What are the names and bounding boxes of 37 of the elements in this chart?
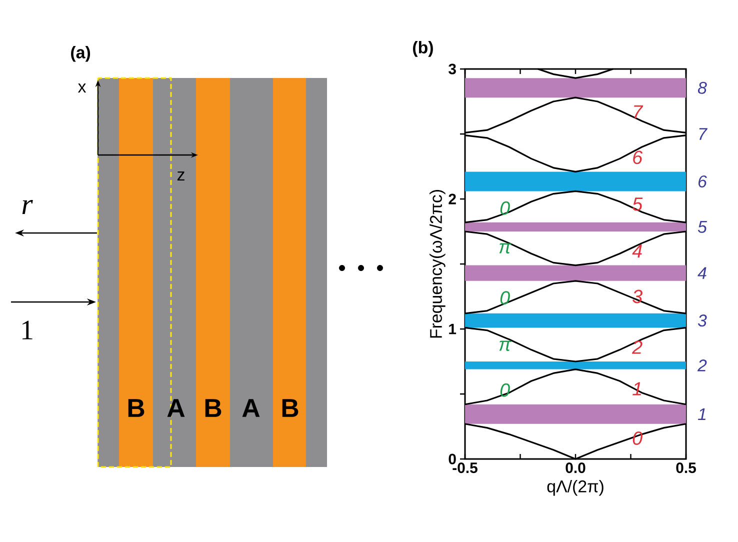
x-tick-label: -0.5 xyxy=(452,462,478,474)
annotation: 7 xyxy=(699,128,708,140)
y-tick-label: 1 xyxy=(449,324,456,334)
chart-title: (b) xyxy=(413,41,433,57)
text: x xyxy=(78,84,86,92)
y-tick-label: 0 xyxy=(448,454,456,464)
text: z xyxy=(177,172,184,180)
band-label: 8 xyxy=(698,82,707,94)
annotation: π xyxy=(499,340,512,351)
band-label: 4 xyxy=(698,267,706,279)
band-label: 1 xyxy=(698,408,706,420)
annotation: 4 xyxy=(632,244,642,258)
annotation: 2 xyxy=(632,340,642,354)
y-tick-label: 2 xyxy=(448,194,456,204)
band-label: 3 xyxy=(698,314,707,327)
y-tick-label: 3 xyxy=(448,64,456,74)
annotation: 0 xyxy=(500,291,510,304)
y-axis-title: Frequency(ωΛ/2πc) xyxy=(430,190,446,338)
annotation: 5 xyxy=(632,198,643,211)
band-label: 2 xyxy=(697,359,707,372)
text: r xyxy=(22,200,33,214)
annotation: 6 xyxy=(633,150,643,164)
text: 1 xyxy=(22,320,32,340)
annotation: π xyxy=(499,243,512,254)
text: B xyxy=(128,399,144,417)
x-tick-label: 0.0 xyxy=(566,462,586,474)
text: B xyxy=(282,399,298,417)
text: (a) xyxy=(71,46,90,62)
x-tick-label: 0.5 xyxy=(676,462,696,474)
x-axis-title: qΛ/(2π) xyxy=(547,480,604,496)
text: B xyxy=(205,399,222,417)
band-label: 5 xyxy=(698,221,707,233)
text: A xyxy=(242,399,260,417)
annotation: 0 xyxy=(500,201,510,215)
text: A xyxy=(167,399,185,417)
annotation: 7 xyxy=(634,105,644,118)
band-label: 6 xyxy=(698,175,707,188)
